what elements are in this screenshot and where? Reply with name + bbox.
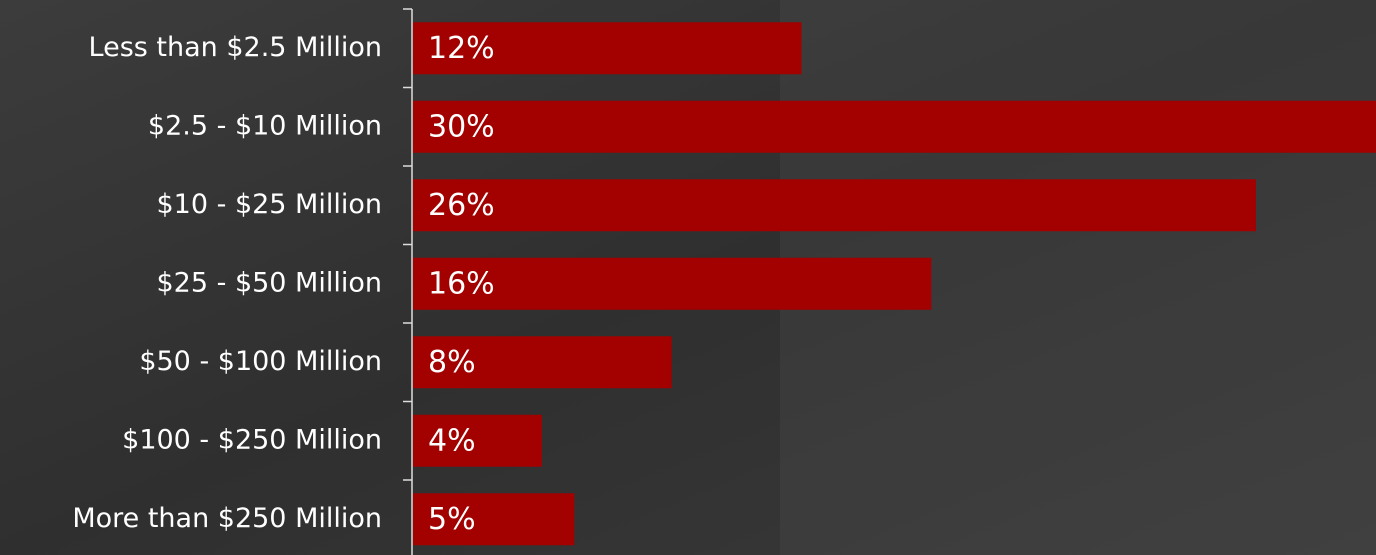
bar bbox=[413, 22, 802, 75]
value-label: 30% bbox=[428, 109, 495, 144]
bar bbox=[413, 257, 932, 310]
category-label: $25 - $50 Million bbox=[157, 267, 383, 298]
category-label: $50 - $100 Million bbox=[139, 346, 382, 377]
bar bbox=[413, 100, 1376, 153]
value-label: 26% bbox=[428, 188, 495, 223]
category-label: $10 - $25 Million bbox=[157, 189, 383, 220]
category-label: $100 - $250 Million bbox=[122, 424, 382, 455]
category-label: Less than $2.5 Million bbox=[89, 32, 382, 63]
value-label: 12% bbox=[428, 31, 495, 66]
value-label: 4% bbox=[428, 423, 476, 458]
bar bbox=[413, 493, 575, 546]
bar bbox=[413, 336, 672, 389]
category-label: $2.5 - $10 Million bbox=[148, 110, 382, 141]
value-label: 8% bbox=[428, 345, 476, 380]
bar bbox=[413, 414, 542, 467]
value-label: 16% bbox=[428, 266, 495, 301]
bar bbox=[413, 179, 1256, 232]
category-label: More than $250 Million bbox=[72, 503, 382, 534]
value-label: 5% bbox=[428, 502, 476, 537]
